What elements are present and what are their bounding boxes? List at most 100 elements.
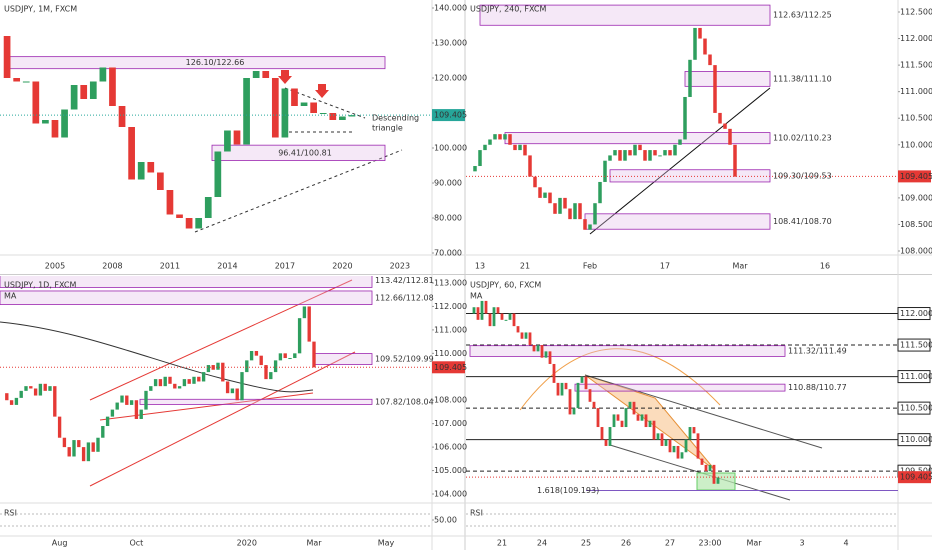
candle <box>33 388 38 396</box>
zone <box>139 398 373 405</box>
y-tick-label: 107.000 <box>434 419 467 428</box>
candle <box>339 116 346 120</box>
candle <box>312 341 316 368</box>
candle <box>43 383 47 391</box>
channel-line <box>89 351 356 487</box>
y-tick-label: 140.000 <box>434 4 467 13</box>
y-tick-label: 109.000 <box>900 193 932 202</box>
candle <box>166 190 174 215</box>
candle <box>176 214 183 218</box>
candle <box>221 362 225 382</box>
candle <box>564 382 568 390</box>
zone-label: 107.82/108.04 <box>375 397 434 406</box>
candle <box>696 433 700 459</box>
candle <box>580 376 584 383</box>
candle <box>283 353 287 359</box>
x-tick-label: Mar <box>746 539 762 548</box>
x-tick-label: 21 <box>520 262 530 271</box>
x-tick-label: Mar <box>306 539 322 548</box>
candle <box>300 102 308 106</box>
candle <box>204 197 212 218</box>
candle <box>492 307 496 327</box>
candle <box>22 81 30 83</box>
candle <box>149 386 153 391</box>
candle <box>235 388 239 401</box>
candle <box>573 203 577 220</box>
arrow <box>278 70 292 84</box>
candle <box>473 166 477 172</box>
y-tick-label: 111.000 <box>434 325 467 334</box>
candle <box>673 144 677 156</box>
candle <box>262 71 270 78</box>
candle <box>653 150 657 156</box>
candle <box>233 130 241 145</box>
y-tick-label: 108.500 <box>900 220 932 229</box>
candle <box>556 382 560 396</box>
candle <box>254 350 259 356</box>
candle <box>281 88 289 138</box>
candle <box>548 192 552 204</box>
candle <box>618 150 622 161</box>
candle <box>201 372 206 382</box>
trend-line <box>194 149 403 233</box>
candle <box>187 379 191 384</box>
zone-label: 110.88/110.77 <box>788 383 847 392</box>
candle <box>139 409 143 419</box>
zone <box>469 345 786 357</box>
candle <box>623 150 627 161</box>
y-tick-label: 108.000 <box>900 247 932 256</box>
zone <box>0 276 373 288</box>
candle <box>688 59 692 97</box>
candle <box>115 402 119 410</box>
y-tick-label: 110.500 <box>900 404 932 413</box>
candle <box>472 307 476 314</box>
moving-average <box>0 321 314 393</box>
zone-label: 108.41/108.70 <box>773 217 832 226</box>
tick-box <box>897 401 931 415</box>
x-tick-label: 27 <box>665 539 675 548</box>
candle <box>273 360 278 373</box>
chart-pane <box>0 276 432 462</box>
candle <box>81 447 86 462</box>
candle <box>120 395 124 403</box>
zone <box>684 71 771 87</box>
zone-label: 112.63/112.25 <box>773 11 832 20</box>
candle <box>572 408 576 415</box>
candle <box>496 307 500 314</box>
y-tick-label: 112.000 <box>900 309 932 318</box>
candle <box>498 134 502 140</box>
candle <box>563 197 567 209</box>
candle <box>488 139 492 145</box>
zone <box>609 169 771 183</box>
x-tick-label: Mar <box>732 262 748 271</box>
trend-line <box>584 374 823 449</box>
candle <box>583 219 587 230</box>
candle <box>548 351 552 364</box>
candle <box>480 300 484 320</box>
candle <box>608 155 612 161</box>
candle <box>508 313 512 320</box>
fib-label: 1.618(109.193) <box>537 486 599 495</box>
x-tick-label: 2023 <box>390 262 410 271</box>
candle <box>271 78 279 138</box>
candle <box>523 144 527 156</box>
x-tick-label: 2011 <box>160 262 180 271</box>
candle <box>733 144 737 177</box>
candle <box>616 414 620 421</box>
candle <box>603 160 607 182</box>
candle <box>86 442 91 462</box>
candle <box>513 144 517 151</box>
y-tick-label: 100.000 <box>434 144 467 153</box>
candle <box>608 427 612 446</box>
candle <box>109 67 116 106</box>
candle <box>728 128 732 145</box>
candle <box>214 151 222 197</box>
candle <box>163 376 167 387</box>
zone-label: 113.42/112.81 <box>375 276 434 285</box>
candle <box>516 326 520 333</box>
candle <box>708 54 712 66</box>
y-tick-label: 111.000 <box>900 87 932 96</box>
candle <box>576 382 580 409</box>
candle <box>13 78 21 82</box>
candle <box>243 78 250 145</box>
